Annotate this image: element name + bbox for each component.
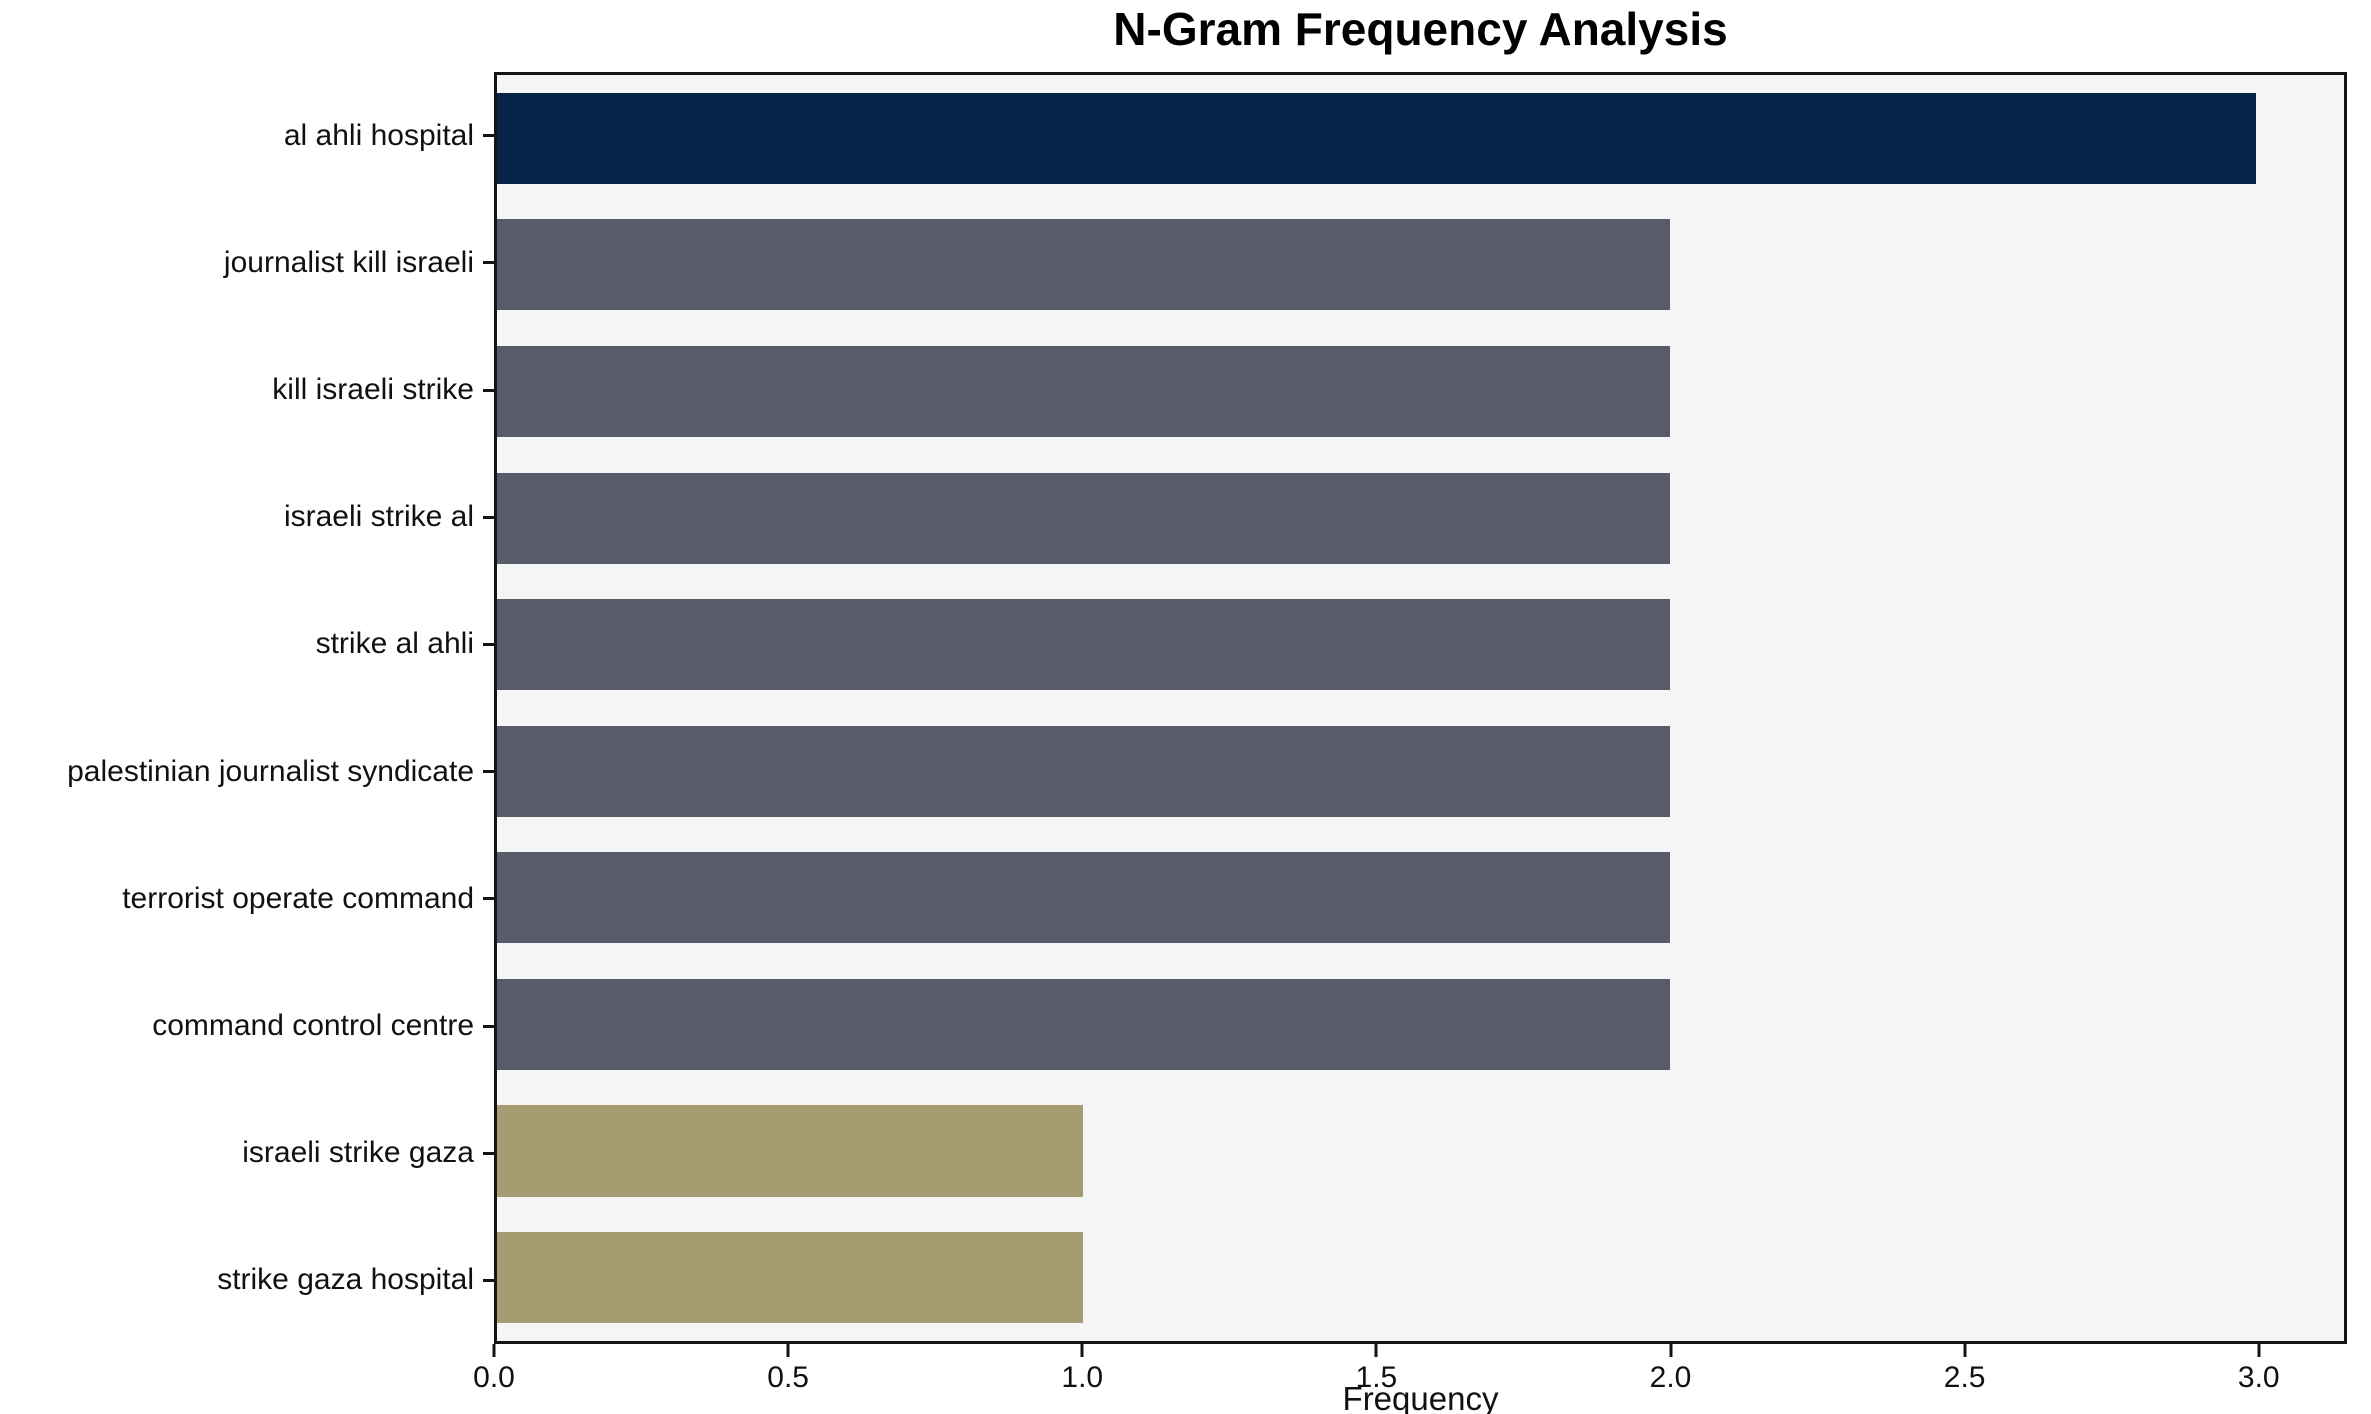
y-axis-labels: al ahli hospital journalist kill israeli k… [0,72,494,1344]
bar-row [497,835,2344,962]
y-axis-label: command control centre [152,1009,474,1043]
bar [497,345,1670,438]
y-label-row: strike al ahli [0,581,494,708]
y-tick-mark [483,1151,494,1155]
bar [497,1105,1084,1197]
y-axis-label: strike gaza hospital [217,1263,474,1297]
x-tick-label: 2.0 [1649,1361,1692,1394]
y-tick-mark [483,134,494,138]
x-tick-mark [2257,1344,2261,1357]
y-label-row: israeli strike al [0,454,494,581]
bar [497,472,1670,564]
bar-row [497,328,2344,455]
plot-area [494,72,2347,1344]
y-label-row: palestinian journalist syndicate [0,708,494,835]
y-label-row: command control centre [0,962,494,1089]
bar-row [497,455,2344,582]
x-tick-mark [1080,1344,1084,1357]
bar [497,1232,1084,1324]
bar-row [497,961,2344,1088]
bar-row [497,75,2344,202]
y-tick-mark [483,1024,494,1028]
y-axis-label: palestinian journalist syndicate [67,754,474,788]
bar-row [497,1088,2344,1215]
x-tick-mark [492,1344,496,1357]
y-axis-label: journalist kill israeli [223,245,474,279]
y-label-row: israeli strike gaza [0,1090,494,1217]
y-label-row: al ahli hospital [0,72,494,199]
bar [497,978,1670,1071]
y-axis-label: terrorist operate command [122,881,474,915]
x-tick-mark [1374,1344,1378,1357]
x-tick-label: 2.5 [1943,1361,1986,1394]
x-tick-mark [1669,1344,1672,1357]
y-axis-label: kill israeli strike [272,373,474,406]
y-tick-mark [483,515,494,519]
bar-row [497,1214,2344,1341]
x-tick-label: 0.5 [767,1361,809,1394]
y-tick-mark [483,897,494,901]
chart-title: N-Gram Frequency Analysis [1113,3,1728,55]
x-tick-label: 0.0 [473,1361,515,1394]
y-label-row: strike gaza hospital [0,1217,494,1344]
x-tick-label: 1.0 [1061,1361,1104,1394]
x-axis-title: Frequency [1342,1380,1499,1414]
bar [497,599,1670,691]
bar-row [497,708,2344,835]
y-tick-mark [483,388,494,392]
y-label-row: kill israeli strike [0,326,494,453]
y-axis-label: israeli strike al [283,500,474,534]
y-tick-mark [483,642,494,646]
y-axis-label: al ahli hospital [283,118,474,152]
bar-row [497,581,2344,708]
x-tick-mark [786,1344,790,1357]
y-axis-label: israeli strike gaza [242,1136,474,1170]
bar [497,852,1670,944]
y-axis-label: strike al ahli [315,627,474,661]
bar [497,92,2257,184]
y-label-row: journalist kill israeli [0,199,494,326]
y-tick-mark [483,770,494,774]
x-tick-label: 3.0 [2237,1361,2280,1394]
x-tick-label: 1.5 [1355,1361,1398,1394]
y-tick-mark [483,261,494,265]
bar [497,725,1670,817]
bar-row [497,202,2344,329]
y-label-row: terrorist operate command [0,835,494,962]
x-tick-mark [1963,1344,1967,1357]
y-tick-mark [483,1278,494,1282]
bar [497,219,1670,311]
